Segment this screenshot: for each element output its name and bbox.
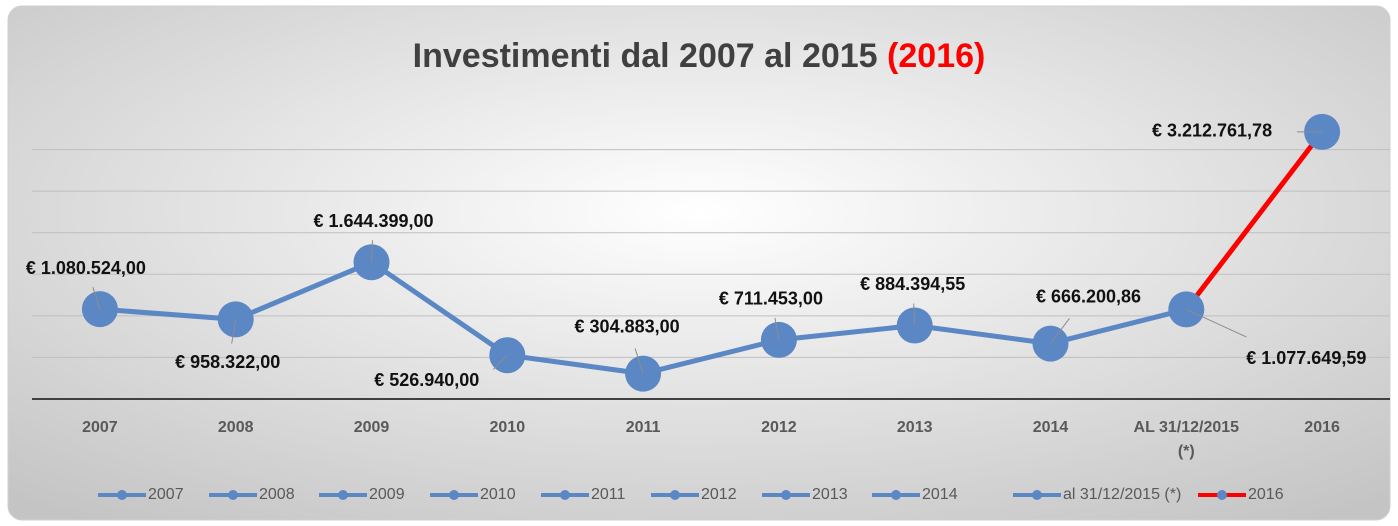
- data-label: € 304.883,00: [575, 316, 680, 336]
- x-tick-label: 2013: [897, 419, 933, 436]
- legend-marker: [891, 490, 901, 500]
- data-label: € 526.940,00: [374, 370, 479, 390]
- data-label: € 666.200,86: [1036, 286, 1141, 306]
- chart-title: Investimenti dal 2007 al 2015 (2016): [413, 37, 986, 75]
- x-tick-label: 2010: [490, 419, 526, 436]
- legend-label: 2012: [701, 486, 737, 503]
- leader-line: [492, 354, 508, 370]
- legend-label: 2014: [922, 486, 958, 503]
- leader-line: [1050, 318, 1070, 344]
- leader-line: [92, 287, 101, 310]
- legend-label: 2016: [1248, 486, 1284, 503]
- data-label: € 1.080.524,00: [26, 258, 146, 278]
- legend-marker: [1032, 490, 1042, 500]
- legend-label: 2013: [812, 486, 848, 503]
- x-tick-label: 2016: [1304, 419, 1340, 436]
- legend-marker: [449, 490, 459, 500]
- legend-label: al 31/12/2015 (*): [1063, 486, 1181, 503]
- legend-marker: [1217, 490, 1227, 500]
- leader-line: [371, 240, 373, 263]
- x-tick-label: 2012: [761, 419, 797, 436]
- data-label: € 1.077.649,59: [1246, 348, 1366, 368]
- x-tick-label: AL 31/12/2015 (*): [1134, 419, 1240, 460]
- legend-label: 2007: [148, 486, 184, 503]
- data-label: € 3.212.761,78: [1152, 121, 1272, 141]
- x-tick-label: 2008: [218, 419, 254, 436]
- data-label: € 958.322,00: [175, 352, 280, 372]
- title-highlight: (2016): [887, 37, 985, 75]
- legend-marker: [560, 490, 570, 500]
- line-segment-highlight: [1184, 130, 1325, 311]
- leader-line: [1186, 308, 1247, 338]
- chart-background: [7, 5, 1391, 521]
- leader-line: [774, 317, 780, 340]
- x-tick-label: 2007: [82, 419, 118, 436]
- legend-marker: [781, 490, 791, 500]
- legend-marker: [670, 490, 680, 500]
- leader-line: [231, 319, 237, 344]
- x-tick-label: 2009: [354, 419, 390, 436]
- legend-marker: [117, 490, 127, 500]
- legend-marker: [228, 490, 238, 500]
- legend-label: 2009: [369, 486, 405, 503]
- leader-line: [634, 348, 644, 374]
- x-tick-label: 2014: [1033, 419, 1069, 436]
- data-label: € 711.453,00: [719, 289, 823, 309]
- legend-label: 2008: [259, 486, 295, 503]
- data-label: € 884.394,55: [860, 274, 965, 294]
- legend-label: 2011: [591, 486, 626, 503]
- legend-label: 2010: [480, 486, 516, 503]
- legend-marker: [338, 490, 348, 500]
- data-label: € 1.644.399,00: [313, 211, 433, 231]
- x-tick-label: 2011: [626, 419, 661, 436]
- title-main: Investimenti dal 2007 al 2015: [413, 37, 878, 75]
- leader-line: [913, 303, 916, 326]
